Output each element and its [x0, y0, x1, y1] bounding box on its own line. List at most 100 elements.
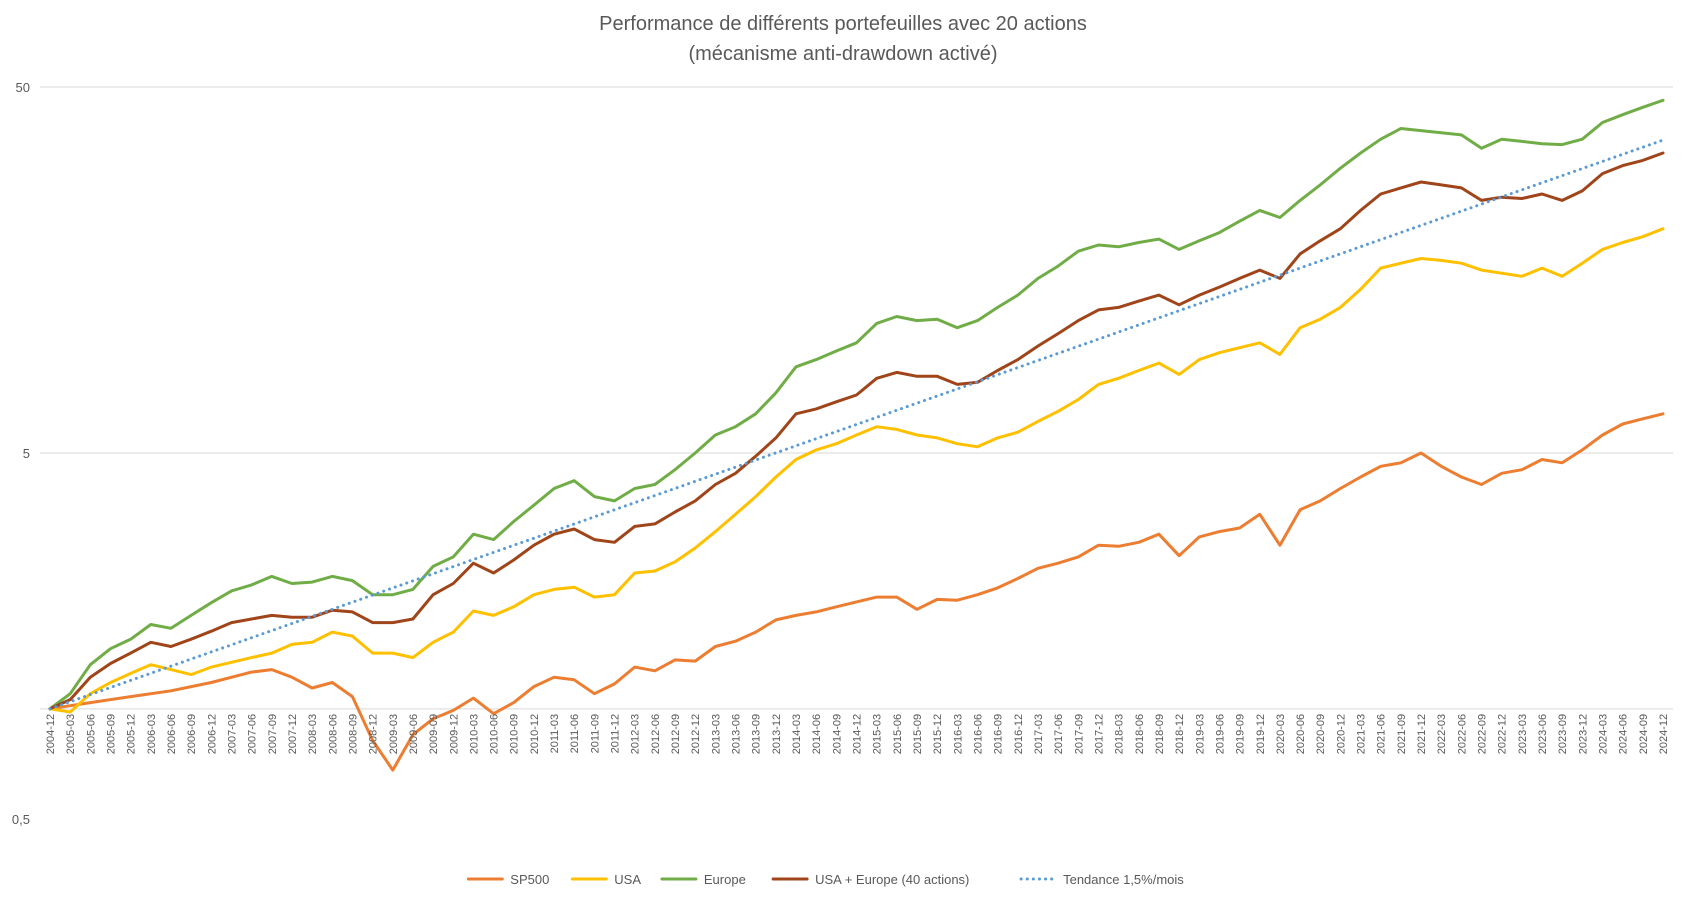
x-tick-label: 2019-06	[1214, 714, 1226, 754]
x-tick-label: 2012-09	[670, 714, 682, 754]
x-tick-label: 2020-03	[1275, 714, 1287, 754]
series-line	[48, 138, 1665, 711]
y-tick-label: 0,5	[12, 812, 30, 827]
x-tick-label: 2011-09	[589, 714, 601, 754]
x-tick-label: 2006-09	[186, 714, 198, 754]
x-tick-label: 2021-09	[1396, 714, 1408, 754]
x-tick-label: 2020-06	[1295, 714, 1307, 754]
series-line	[48, 98, 1665, 711]
x-tick-label: 2017-09	[1073, 714, 1085, 754]
x-tick-label: 2005-12	[126, 714, 138, 754]
x-tick-label: 2013-09	[751, 714, 763, 754]
chart-title-line-2: (mécanisme anti-drawdown activé)	[688, 43, 997, 65]
legend-label: Tendance 1,5%/mois	[1063, 872, 1184, 887]
x-tick-label: 2012-06	[650, 714, 662, 754]
x-tick-label: 2010-12	[529, 714, 541, 754]
x-tick-label: 2018-03	[1114, 714, 1126, 754]
legend: SP500 USA Europe USA + Europe (40 actions) T…	[466, 872, 1184, 887]
x-tick-label: 2010-06	[489, 714, 501, 754]
x-tick-label: 2009-03	[388, 714, 400, 754]
x-tick-label: 2015-06	[892, 714, 904, 754]
x-tick-label: 2009-12	[448, 714, 460, 754]
x-tick-label: 2018-06	[1134, 714, 1146, 754]
x-tick-label: 2017-03	[1033, 714, 1045, 754]
x-tick-label: 2015-03	[872, 714, 884, 754]
legend-label: Europe	[704, 872, 746, 887]
x-tick-label: 2016-12	[1013, 714, 1025, 754]
x-tick-label: 2022-12	[1497, 714, 1509, 754]
x-tick-label: 2024-03	[1598, 714, 1610, 754]
x-tick-label: 2014-03	[791, 714, 803, 754]
x-tick-label: 2011-03	[549, 714, 561, 754]
x-tick-label: 2024-12	[1658, 714, 1670, 754]
x-tick-label: 2020-12	[1335, 714, 1347, 754]
x-tick-label: 2022-03	[1436, 714, 1448, 754]
x-tick-label: 2012-03	[630, 714, 642, 754]
legend-label: USA	[614, 872, 641, 887]
x-tick-label: 2022-06	[1456, 714, 1468, 754]
x-axis-ticks: 2004-12 2005-03 2005-06 2005-09 2005-12 2006-…	[45, 714, 1670, 754]
x-tick-label: 2022-09	[1477, 714, 1489, 754]
x-tick-label: 2016-09	[993, 714, 1005, 754]
x-tick-label: 2013-03	[710, 714, 722, 754]
x-tick-label: 2011-06	[569, 714, 581, 754]
x-tick-label: 2008-06	[327, 714, 339, 754]
x-tick-label: 2004-12	[45, 714, 57, 754]
x-tick-label: 2019-09	[1235, 714, 1247, 754]
x-tick-label: 2015-12	[932, 714, 944, 754]
x-tick-label: 2007-06	[247, 714, 259, 754]
x-tick-label: 2005-09	[105, 714, 117, 754]
x-tick-label: 2013-06	[731, 714, 743, 754]
x-tick-label: 2021-12	[1416, 714, 1428, 754]
x-tick-label: 2008-12	[368, 714, 380, 754]
legend-label: USA + Europe (40 actions)	[815, 872, 969, 887]
x-tick-label: 2023-03	[1517, 714, 1529, 754]
x-tick-label: 2018-09	[1154, 714, 1166, 754]
x-tick-label: 2019-12	[1255, 714, 1267, 754]
y-axis-ticks: 0,5 5 50	[12, 80, 30, 827]
x-tick-label: 2023-06	[1537, 714, 1549, 754]
x-tick-label: 2005-03	[65, 714, 77, 754]
x-tick-label: 2007-12	[287, 714, 299, 754]
x-tick-label: 2008-09	[347, 714, 359, 754]
x-tick-label: 2016-06	[972, 714, 984, 754]
x-tick-label: 2009-06	[408, 714, 420, 754]
x-tick-label: 2006-12	[206, 714, 218, 754]
x-tick-label: 2005-06	[85, 714, 97, 754]
series-line	[48, 227, 1665, 714]
x-tick-label: 2012-12	[690, 714, 702, 754]
x-tick-label: 2024-09	[1638, 714, 1650, 754]
x-tick-label: 2008-03	[307, 714, 319, 754]
x-tick-label: 2021-03	[1356, 714, 1368, 754]
x-tick-label: 2018-12	[1174, 714, 1186, 754]
x-tick-label: 2014-06	[811, 714, 823, 754]
y-tick-label: 5	[23, 446, 30, 461]
x-tick-label: 2024-06	[1618, 714, 1630, 754]
x-tick-label: 2007-09	[267, 714, 279, 754]
x-tick-label: 2013-12	[771, 714, 783, 754]
series-line	[48, 412, 1665, 772]
x-tick-label: 2006-06	[166, 714, 178, 754]
x-tick-label: 2023-09	[1557, 714, 1569, 754]
x-tick-label: 2020-09	[1315, 714, 1327, 754]
x-tick-label: 2009-09	[428, 714, 440, 754]
x-tick-label: 2023-12	[1577, 714, 1589, 754]
y-tick-label: 50	[16, 80, 30, 95]
series-line	[48, 151, 1665, 711]
chart-title-line-1: Performance de différents portefeuilles …	[599, 13, 1087, 35]
x-tick-label: 2015-09	[912, 714, 924, 754]
x-tick-label: 2017-06	[1053, 714, 1065, 754]
grid-lines	[40, 86, 1673, 710]
plot-series	[48, 98, 1665, 772]
x-tick-label: 2017-12	[1093, 714, 1105, 754]
x-tick-label: 2014-12	[852, 714, 864, 754]
x-tick-label: 2010-09	[509, 714, 521, 754]
x-tick-label: 2016-03	[952, 714, 964, 754]
x-tick-label: 2019-03	[1194, 714, 1206, 754]
x-tick-label: 2006-03	[146, 714, 158, 754]
x-tick-label: 2011-12	[610, 714, 622, 754]
legend-label: SP500	[510, 872, 549, 887]
x-tick-label: 2014-09	[831, 714, 843, 754]
x-tick-label: 2007-03	[226, 714, 238, 754]
